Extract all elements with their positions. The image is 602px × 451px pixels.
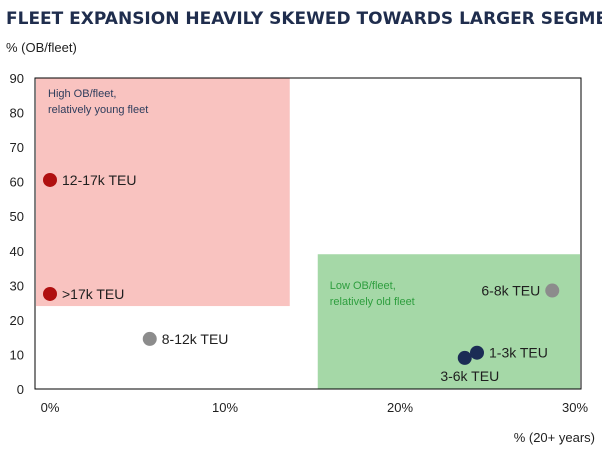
point-12-17k-teu (43, 172, 57, 187)
x-axis-label: % (20+ years) (514, 430, 595, 445)
x-tick-label: 10% (212, 400, 238, 415)
point-label-17k-teu: >17k TEU (62, 286, 124, 302)
y-tick-label: 90 (10, 71, 24, 86)
zone-label-line: relatively old fleet (330, 296, 415, 308)
chart-title: FLEET EXPANSION HEAVILY SKEWED TOWARDS L… (6, 9, 602, 29)
point-17k-teu (43, 286, 57, 301)
zone-label-line: Low OB/fleet, (330, 280, 396, 292)
y-tick-label: 50 (10, 209, 24, 224)
y-tick-label: 30 (10, 278, 24, 293)
y-tick-label: 40 (10, 244, 24, 259)
y-ticks: 0 10 20 30 40 50 60 70 80 90 (10, 71, 24, 397)
plot-frame (34, 77, 582, 390)
x-tick-label: 0% (41, 400, 60, 415)
point-3-6k-teu (457, 350, 472, 365)
point-label-3-6k-teu: 3-6k TEU (440, 368, 499, 384)
points-layer: 12-17k TEU >17k TEU 8-12k TEU 6-8k TEU 1-3k … (43, 172, 560, 384)
y-tick-label: 60 (10, 175, 24, 190)
zones-layer: High OB/fleet, relatively young fleet Low … (36, 78, 580, 389)
point-1-3k-teu (470, 345, 484, 360)
x-tick-label: 20% (387, 400, 413, 415)
point-label-1-3k-teu: 1-3k TEU (489, 345, 548, 361)
y-tick-label: 20 (10, 313, 24, 328)
point-6-8k-teu (545, 283, 560, 298)
point-8-12k-teu (142, 331, 157, 346)
point-label-8-12k-teu: 8-12k TEU (162, 331, 229, 347)
point-label-6-8k-teu: 6-8k TEU (481, 283, 540, 299)
y-tick-label: 70 (10, 140, 24, 155)
y-tick-label: 0 (17, 382, 24, 397)
y-tick-label: 10 (10, 347, 24, 362)
zone-high (36, 78, 290, 307)
zone-label-line: High OB/fleet, (48, 88, 116, 100)
point-label-12-17k-teu: 12-17k TEU (62, 172, 136, 188)
x-ticks: 0% 10% 20% 30% (41, 400, 589, 415)
zone-low (317, 254, 580, 389)
y-axis-label: % (OB/fleet) (6, 40, 77, 55)
zone-label-line: relatively young fleet (48, 104, 148, 116)
x-tick-label: 30% (562, 400, 588, 415)
y-tick-label: 80 (10, 106, 24, 121)
